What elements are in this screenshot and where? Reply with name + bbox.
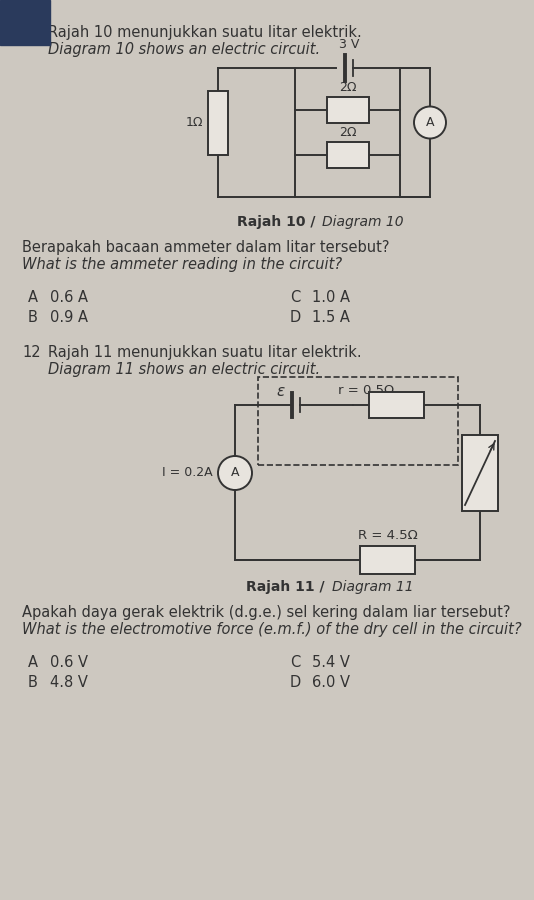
- Text: r = 0.5Ω: r = 0.5Ω: [338, 384, 394, 397]
- Circle shape: [414, 106, 446, 139]
- Text: 1.5 A: 1.5 A: [312, 310, 350, 325]
- Text: Rajah 10 menunjukkan suatu litar elektrik.: Rajah 10 menunjukkan suatu litar elektri…: [48, 25, 362, 40]
- Text: Diagram 10 shows an electric circuit.: Diagram 10 shows an electric circuit.: [48, 42, 320, 57]
- Text: Diagram 10: Diagram 10: [322, 215, 404, 229]
- Text: Apakah daya gerak elektrik (d.g.e.) sel kering dalam liar tersebut?: Apakah daya gerak elektrik (d.g.e.) sel …: [22, 605, 511, 620]
- Bar: [360, 546, 415, 574]
- Text: 11: 11: [22, 25, 41, 40]
- Circle shape: [218, 456, 252, 490]
- Text: R = 4.5Ω: R = 4.5Ω: [358, 529, 418, 542]
- Text: 3 V: 3 V: [339, 38, 359, 51]
- Text: Rajah 11 menunjukkan suatu litar elektrik.: Rajah 11 menunjukkan suatu litar elektri…: [48, 345, 362, 360]
- Text: 1Ω: 1Ω: [185, 116, 203, 129]
- Text: 5.4 V: 5.4 V: [312, 655, 350, 670]
- Text: A: A: [231, 466, 239, 480]
- Text: 4.8 V: 4.8 V: [50, 675, 88, 690]
- Text: D: D: [290, 310, 301, 325]
- Text: ε: ε: [276, 384, 284, 399]
- Text: 0.9 A: 0.9 A: [50, 310, 88, 325]
- Text: Berapakah bacaan ammeter dalam litar tersebut?: Berapakah bacaan ammeter dalam litar ter…: [22, 240, 389, 255]
- Bar: [326, 97, 368, 123]
- Bar: [462, 435, 498, 511]
- Text: 12: 12: [22, 345, 41, 360]
- Text: A: A: [426, 116, 434, 129]
- Text: Rajah 11 /: Rajah 11 /: [247, 580, 330, 594]
- Text: Diagram 11: Diagram 11: [332, 580, 414, 594]
- Text: C: C: [290, 290, 300, 305]
- Text: C: C: [290, 655, 300, 670]
- Bar: [368, 392, 423, 418]
- Text: Diagram 11 shows an electric circuit.: Diagram 11 shows an electric circuit.: [48, 362, 320, 377]
- Text: B: B: [28, 310, 38, 325]
- Text: I = 0.2A: I = 0.2A: [162, 466, 213, 480]
- Text: A: A: [28, 655, 38, 670]
- Text: A: A: [28, 290, 38, 305]
- Text: What is the ammeter reading in the circuit?: What is the ammeter reading in the circu…: [22, 257, 342, 272]
- Text: What is the electromotive force (e.m.f.) of the dry cell in the circuit?: What is the electromotive force (e.m.f.)…: [22, 622, 522, 637]
- Text: Rajah 10 /: Rajah 10 /: [237, 215, 320, 229]
- Bar: [208, 91, 228, 155]
- Text: 1.0 A: 1.0 A: [312, 290, 350, 305]
- Text: 2Ω: 2Ω: [339, 126, 356, 139]
- Bar: [258, 377, 458, 465]
- Text: 6.0 V: 6.0 V: [312, 675, 350, 690]
- Text: 2Ω: 2Ω: [339, 81, 356, 94]
- Text: B: B: [28, 675, 38, 690]
- Text: 0.6 A: 0.6 A: [50, 290, 88, 305]
- Text: 0.6 V: 0.6 V: [50, 655, 88, 670]
- Bar: [0, 0, 50, 45]
- Text: D: D: [290, 675, 301, 690]
- Bar: [326, 142, 368, 168]
